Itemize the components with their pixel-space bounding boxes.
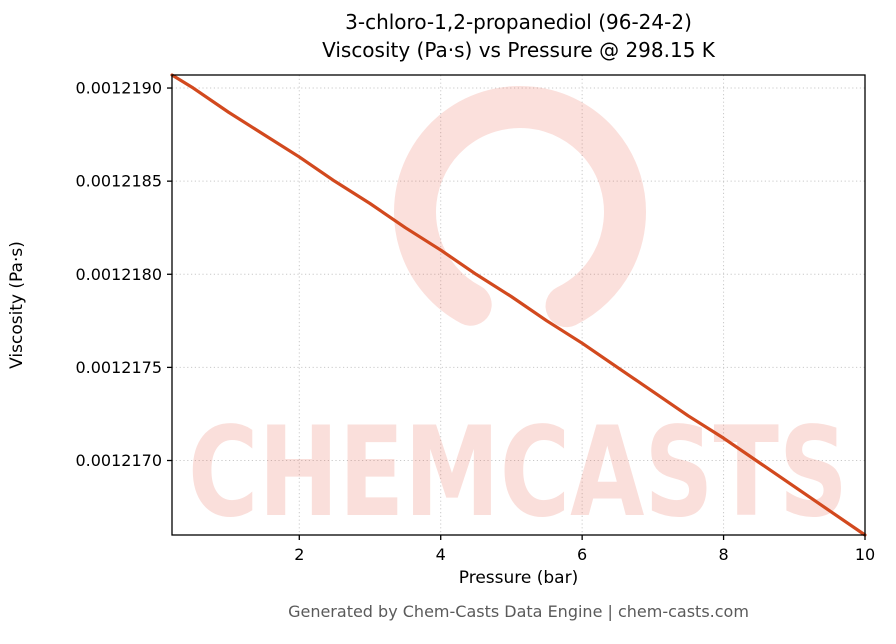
footer-caption: Generated by Chem-Casts Data Engine | ch… — [288, 602, 749, 621]
x-tick-label: 4 — [436, 545, 446, 564]
x-tick-label: 10 — [855, 545, 875, 564]
x-axis-label: Pressure (bar) — [458, 568, 579, 588]
series-line-viscosity — [170, 73, 867, 537]
y-tick-label: 0.0012180 — [75, 265, 162, 284]
y-tick-label: 0.0012175 — [75, 358, 162, 377]
watermark-text: CHEMCASTS — [188, 401, 848, 545]
x-tick-label: 2 — [294, 545, 304, 564]
y-tick-label: 0.0012170 — [75, 451, 162, 470]
y-tick-label: 0.0012190 — [75, 79, 162, 98]
x-tick-label: 8 — [718, 545, 728, 564]
watermark-logo-icon — [394, 86, 646, 338]
chart-title: 3-chloro-1,2-propanediol (96-24-2) Visco… — [322, 10, 715, 63]
x-tick-label: 6 — [577, 545, 587, 564]
y-tick-label: 0.0012185 — [75, 172, 162, 191]
y-axis-label: Viscosity (Pa·s) — [7, 241, 27, 369]
plot-border — [171, 74, 866, 536]
